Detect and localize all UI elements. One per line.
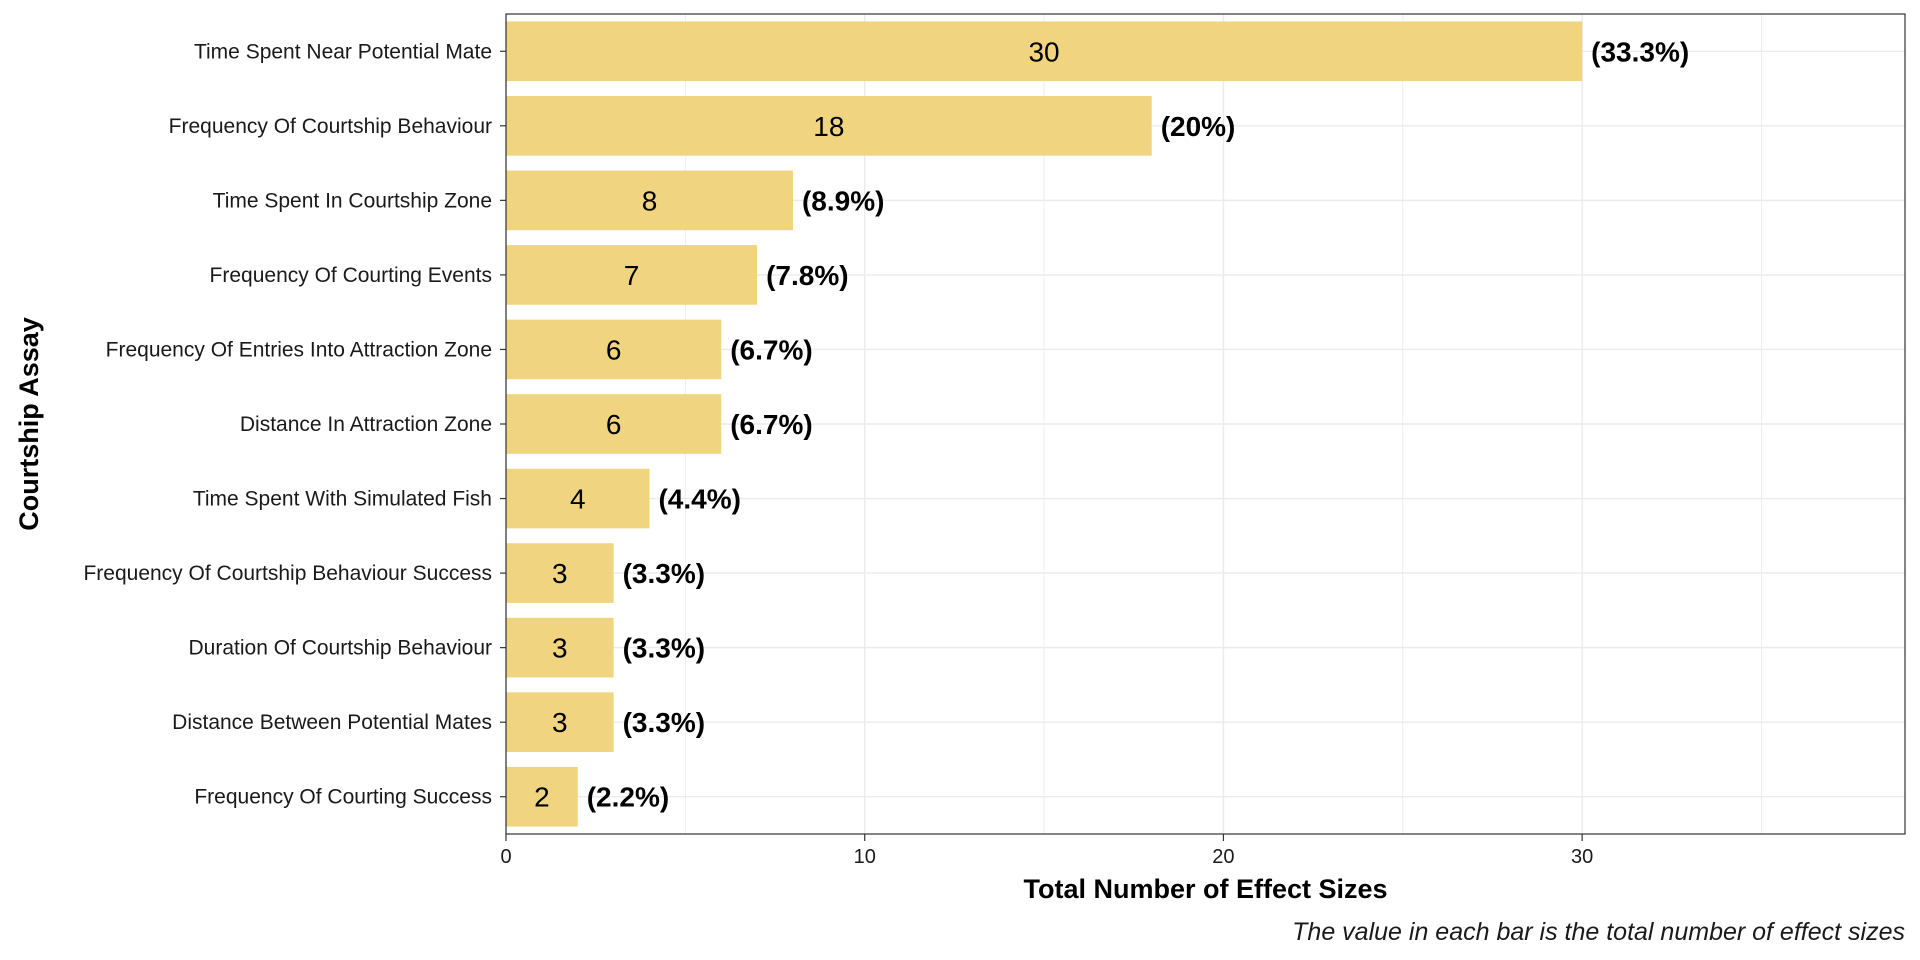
bar-percent-label: (4.4%) (658, 484, 740, 515)
bar-value-label: 8 (642, 185, 658, 216)
bar-percent-label: (6.7%) (730, 334, 812, 365)
category-label: Time Spent Near Potential Mate (194, 40, 492, 63)
bar (506, 543, 614, 603)
bar-percent-labels: (33.3%) (20%) (8.9%) (7.8%) (6.7%) (6.7%) (4.4… (587, 36, 1689, 812)
bar (506, 170, 793, 231)
bar (506, 692, 614, 752)
x-axis-ticks: 0 10 20 30 (500, 834, 1593, 868)
bar-percent-label: (3.3%) (623, 707, 705, 738)
category-label: Frequency Of Courtship Behaviour (169, 115, 492, 138)
bar-value-labels: 30 18 8 7 6 6 4 3 3 3 2 (534, 36, 1060, 812)
x-axis-title: Total Number of Effect Sizes (1023, 874, 1387, 904)
x-tick-label: 30 (1571, 846, 1593, 868)
category-label: Frequency Of Courting Success (194, 786, 492, 809)
bar (506, 394, 722, 454)
bar-percent-label: (3.3%) (623, 633, 705, 664)
category-label: Time Spent With Simulated Fish (193, 488, 492, 511)
bar-percent-label: (20%) (1161, 111, 1236, 142)
category-label: Frequency Of Entries Into Attraction Zon… (106, 338, 492, 361)
category-label: Frequency Of Courting Events (210, 264, 492, 287)
category-label: Distance In Attraction Zone (240, 413, 492, 436)
bar-value-label: 6 (606, 334, 622, 365)
bar-percent-label: (3.3%) (623, 558, 705, 589)
bar-percent-label: (8.9%) (802, 185, 884, 216)
chart-caption: The value in each bar is the total numbe… (1292, 918, 1905, 946)
category-label: Duration Of Courtship Behaviour (189, 637, 493, 660)
y-axis-title: Courtship Assay (14, 317, 44, 531)
category-label: Distance Between Potential Mates (172, 711, 492, 734)
bar (506, 468, 650, 529)
bar-value-label: 2 (534, 782, 550, 813)
category-label: Time Spent In Courtship Zone (213, 189, 492, 212)
bar (506, 96, 1152, 156)
bar (506, 245, 758, 305)
bar-value-label: 3 (552, 558, 568, 589)
bar-percent-label: (6.7%) (730, 409, 812, 440)
bar-percent-label: (7.8%) (766, 260, 848, 291)
bar-value-label: 4 (570, 484, 586, 515)
bars (506, 21, 1583, 827)
bar-value-label: 18 (813, 111, 844, 142)
bar-value-label: 30 (1028, 36, 1059, 67)
bar-percent-label: (33.3%) (1591, 36, 1689, 67)
x-tick-label: 20 (1212, 846, 1234, 868)
x-tick-label: 10 (854, 846, 876, 868)
bar (506, 319, 722, 380)
bar-value-label: 7 (624, 260, 640, 291)
bar (506, 766, 578, 827)
x-tick-label: 0 (500, 846, 511, 868)
bar-value-label: 6 (606, 409, 622, 440)
bar-percent-label: (2.2%) (587, 782, 669, 813)
category-labels: Time Spent Near Potential Mate Frequency … (83, 40, 506, 809)
plot-panel-border (505, 13, 1906, 835)
bar (506, 617, 614, 678)
category-label: Frequency Of Courtship Behaviour Success (83, 562, 492, 585)
bar (506, 21, 1583, 82)
bar-value-label: 3 (552, 633, 568, 664)
bar-value-label: 3 (552, 707, 568, 738)
